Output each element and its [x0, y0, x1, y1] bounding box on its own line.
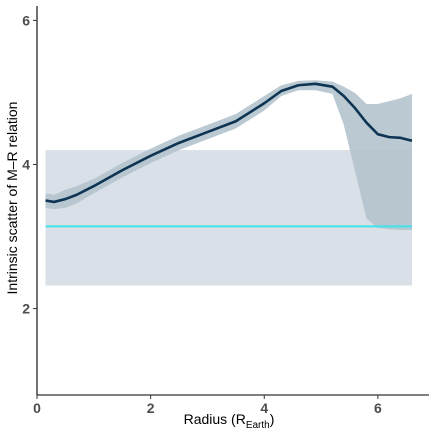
y-tick-label: 4: [22, 156, 30, 172]
x-tick-label: 6: [374, 400, 382, 416]
confidence-band: [45, 80, 412, 231]
x-tick-label: 2: [147, 400, 155, 416]
series-line: [45, 82, 413, 204]
x-tick-label: 4: [260, 400, 268, 416]
y-ticks: 2 4 6: [22, 12, 37, 317]
x-tick-label: 0: [33, 400, 41, 416]
x-axis-title: Radius (REarth): [184, 411, 275, 431]
x-ticks: 0 2 4 6: [33, 395, 382, 416]
y-tick-label: 2: [22, 301, 30, 317]
y-tick-label: 6: [22, 12, 30, 28]
y-axis-title: Intrinsic scatter of M–R relation: [4, 102, 20, 295]
